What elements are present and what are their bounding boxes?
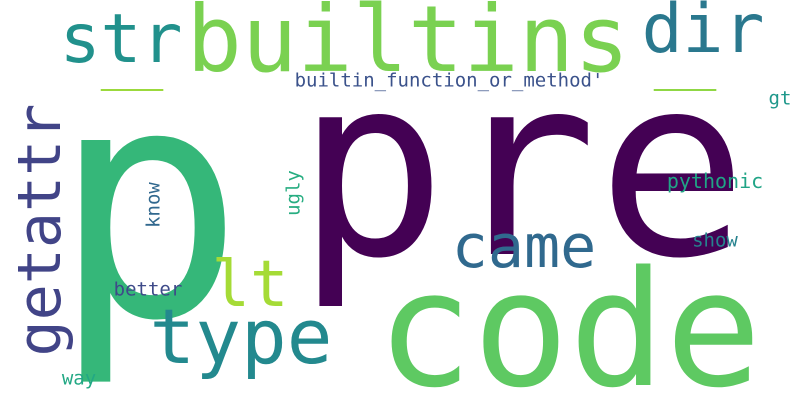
- word-pre: pre: [296, 22, 748, 313]
- word-know: know: [142, 182, 165, 228]
- word-builtins: builtins: [186, 0, 630, 93]
- word-underscores-left: __: [100, 32, 164, 92]
- word-underscores-right: __: [653, 32, 717, 92]
- word-show: show: [692, 229, 738, 252]
- word-lt: lt: [211, 248, 289, 322]
- word-dir: dir: [641, 0, 765, 69]
- word-way: way: [61, 367, 97, 390]
- word-gt: gt: [768, 87, 792, 110]
- word-getattr: getattr: [5, 103, 75, 357]
- word-p: p: [51, 19, 245, 391]
- word-ugly: ugly: [282, 170, 305, 216]
- word-type: type: [149, 292, 333, 381]
- word-came: came: [451, 212, 597, 282]
- word-code: code: [376, 236, 762, 400]
- word-pythonic: pythonic: [666, 169, 764, 193]
- word-builtin-function-or-method: builtin_function_or_method': [294, 69, 604, 92]
- word-str: str: [59, 0, 183, 79]
- word-better: better: [113, 278, 183, 301]
